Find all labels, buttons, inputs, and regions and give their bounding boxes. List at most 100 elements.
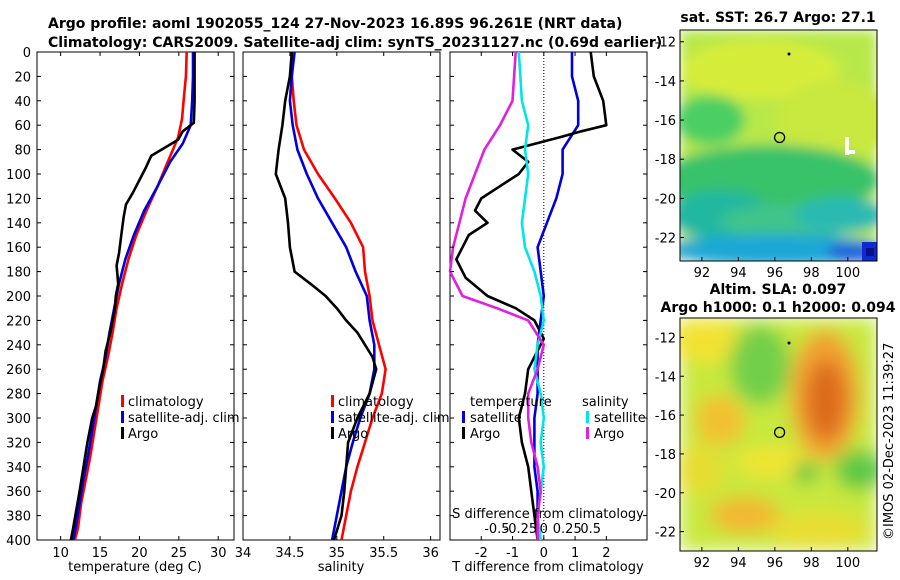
series-line-argo	[69, 52, 196, 541]
sst-profile-marker	[773, 131, 786, 144]
y-tick-label: 320	[6, 436, 31, 451]
s-tick-label: -0.25	[504, 522, 538, 537]
x-tick-label: 36	[422, 546, 439, 561]
series-line-climatology	[290, 52, 387, 541]
y-tick-label: 300	[6, 412, 31, 427]
map-y-tick-label: -22	[655, 232, 676, 247]
legend-swatch-s-argo	[586, 427, 589, 439]
difference-panel: -2 -1 0 1 2 T difference from climatology S …	[448, 51, 648, 575]
map-y-tick-label: -22	[655, 526, 676, 541]
s-tick-label: 0.25	[553, 522, 582, 537]
sst-map-title: sat. SST: 26.7 Argo: 27.1	[680, 10, 875, 26]
x-tick-label: 34.5	[275, 546, 304, 561]
map-y-tick-label: -12	[655, 331, 676, 346]
sst-float-dot	[787, 52, 791, 56]
series-line-s-satellite	[517, 51, 546, 541]
y-tick-label: 400	[6, 534, 31, 549]
figure-title-line1: Argo profile: aoml 1902055_124 27-Nov-20…	[48, 16, 622, 32]
series-line-climatology	[73, 51, 188, 541]
map-y-tick-label: -14	[655, 370, 676, 385]
legend-swatch-t-satellite	[462, 411, 465, 423]
y-tick-label: 40	[14, 95, 31, 110]
legend-label-s-argo: Argo	[594, 427, 624, 442]
y-tick-label: 180	[6, 266, 31, 281]
temperature-panel: 0 20 40 60 80 100 120 140 160 180 200 220 240 260 280 3…	[6, 46, 239, 575]
y-tick-label: 60	[14, 119, 31, 134]
legend-swatch-climatology	[121, 395, 124, 407]
legend-swatch-satellite	[331, 411, 334, 423]
y-tick-label: 160	[6, 241, 31, 256]
x-tick-label: -1	[506, 546, 519, 561]
figure-title-line2: Climatology: CARS2009. Satellite-adj cli…	[48, 35, 662, 51]
legend-swatch-satellite	[121, 411, 124, 423]
sla-float-dot	[787, 341, 791, 345]
legend-swatch-climatology	[331, 395, 334, 407]
y-tick-label: 260	[6, 363, 31, 378]
map-y-tick-label: -14	[655, 75, 676, 90]
legend-label-satellite: satellite-adj. clim	[128, 411, 240, 426]
difference-legend: temperature salinity satellite Argo sate…	[462, 395, 646, 442]
map-x-tick-label: 100	[835, 556, 860, 571]
series-line-argo	[274, 51, 378, 541]
y-tick-label: 200	[6, 290, 31, 305]
legend-swatch-t-argo	[462, 427, 465, 439]
x-tick-label: 10	[52, 546, 69, 561]
legend-header-salinity: salinity	[582, 395, 629, 410]
y-tick-label: 340	[6, 461, 31, 476]
x-tick-label: 1	[571, 546, 579, 561]
y-tick-label: 0	[23, 46, 31, 61]
x-tick-label: -2	[475, 546, 488, 561]
s-difference-label: S difference from climatology	[452, 507, 644, 522]
map-x-tick-label: 100	[835, 266, 860, 281]
map-x-tick-label: 94	[730, 266, 747, 281]
legend-label-argo: Argo	[128, 427, 158, 442]
x-tick-label: 30	[210, 546, 227, 561]
s-tick-label: 0.5	[580, 522, 601, 537]
sla-map: Altim. SLA: 0.097 Argo h1000: 0.1 h2000:…	[655, 282, 896, 571]
sla-map-title-line1: Altim. SLA: 0.097	[710, 282, 847, 298]
map-x-tick-label: 92	[694, 266, 711, 281]
series-line-satellite-adj-clim	[288, 51, 376, 541]
map-x-tick-label: 96	[767, 556, 784, 571]
legend-label-t-satellite: satellite	[470, 411, 522, 426]
x-tick-label: 35	[329, 546, 346, 561]
map-y-tick-label: -20	[655, 192, 676, 207]
x-tick-label: 34	[235, 546, 252, 561]
legend-label-s-satellite: satellite	[594, 411, 646, 426]
map-x-tick-label: 94	[730, 556, 747, 571]
map-y-tick-label: -20	[655, 487, 676, 502]
map-x-tick-label: 96	[767, 266, 784, 281]
map-y-tick-label: -16	[655, 409, 676, 424]
legend-label-climatology: climatology	[338, 395, 414, 410]
y-tick-label: 20	[14, 70, 31, 85]
temperature-legend: climatology satellite-adj. clim Argo	[121, 395, 240, 442]
y-tick-label: 240	[6, 339, 31, 354]
y-tick-label: 380	[6, 510, 31, 525]
map-y-tick-label: -18	[655, 153, 676, 168]
legend-label-climatology: climatology	[128, 395, 204, 410]
legend-swatch-argo	[121, 427, 124, 439]
y-tick-label: 120	[6, 192, 31, 207]
map-y-tick-label: -12	[655, 36, 676, 51]
series-line-s-argo	[448, 51, 546, 540]
temperature-xlabel: temperature (deg C)	[68, 560, 202, 575]
x-tick-label: 15	[92, 546, 109, 561]
legend-label-satellite: satellite-adj. clim	[338, 411, 450, 426]
sst-map: sat. SST: 26.7 Argo: 27.1 92 94 96 98 100 -12…	[655, 10, 878, 281]
sla-map-title-line2: Argo h1000: 0.1 h2000: 0.094	[660, 300, 895, 316]
y-tick-label: 100	[6, 168, 31, 183]
map-x-tick-label: 98	[803, 556, 820, 571]
map-x-tick-label: 98	[803, 266, 820, 281]
legend-header-temperature: temperature	[470, 395, 552, 410]
s-tick-label: -0.5	[484, 522, 509, 537]
salinity-xlabel: salinity	[318, 560, 365, 575]
legend-swatch-s-satellite	[586, 411, 589, 423]
salinity-panel: 34 34.5 35 35.5 36 salinity climatology sate…	[235, 51, 450, 575]
map-y-tick-label: -18	[655, 448, 676, 463]
map-x-tick-label: 92	[694, 556, 711, 571]
y-tick-label: 220	[6, 314, 31, 329]
x-tick-label: 2	[602, 546, 610, 561]
y-tick-label: 280	[6, 388, 31, 403]
x-tick-label: 35.5	[369, 546, 398, 561]
